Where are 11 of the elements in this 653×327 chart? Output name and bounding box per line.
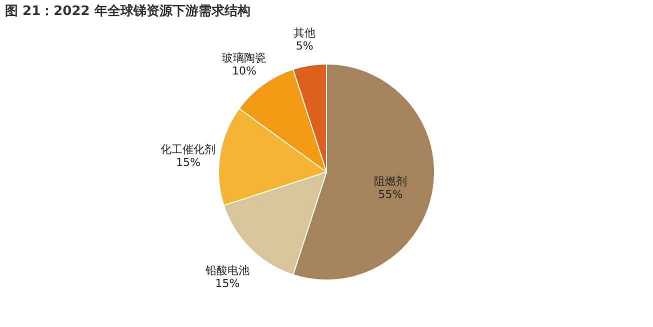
slice-label: 化工催化剂	[160, 143, 216, 156]
slice-label: 铅酸电池	[204, 264, 250, 277]
chart-title: 图 21：2022 年全球锑资源下游需求结构	[5, 3, 250, 19]
slice-label: 其他	[294, 26, 316, 40]
slice-label: 玻璃陶瓷	[222, 52, 266, 65]
data-label: 15%	[215, 276, 240, 290]
slice-label: 阻燃剂	[374, 175, 407, 188]
data-label: 5%	[296, 40, 314, 53]
data-label: 55%	[378, 188, 403, 202]
data-label: 15%	[176, 156, 200, 170]
data-label: 10%	[232, 64, 256, 78]
